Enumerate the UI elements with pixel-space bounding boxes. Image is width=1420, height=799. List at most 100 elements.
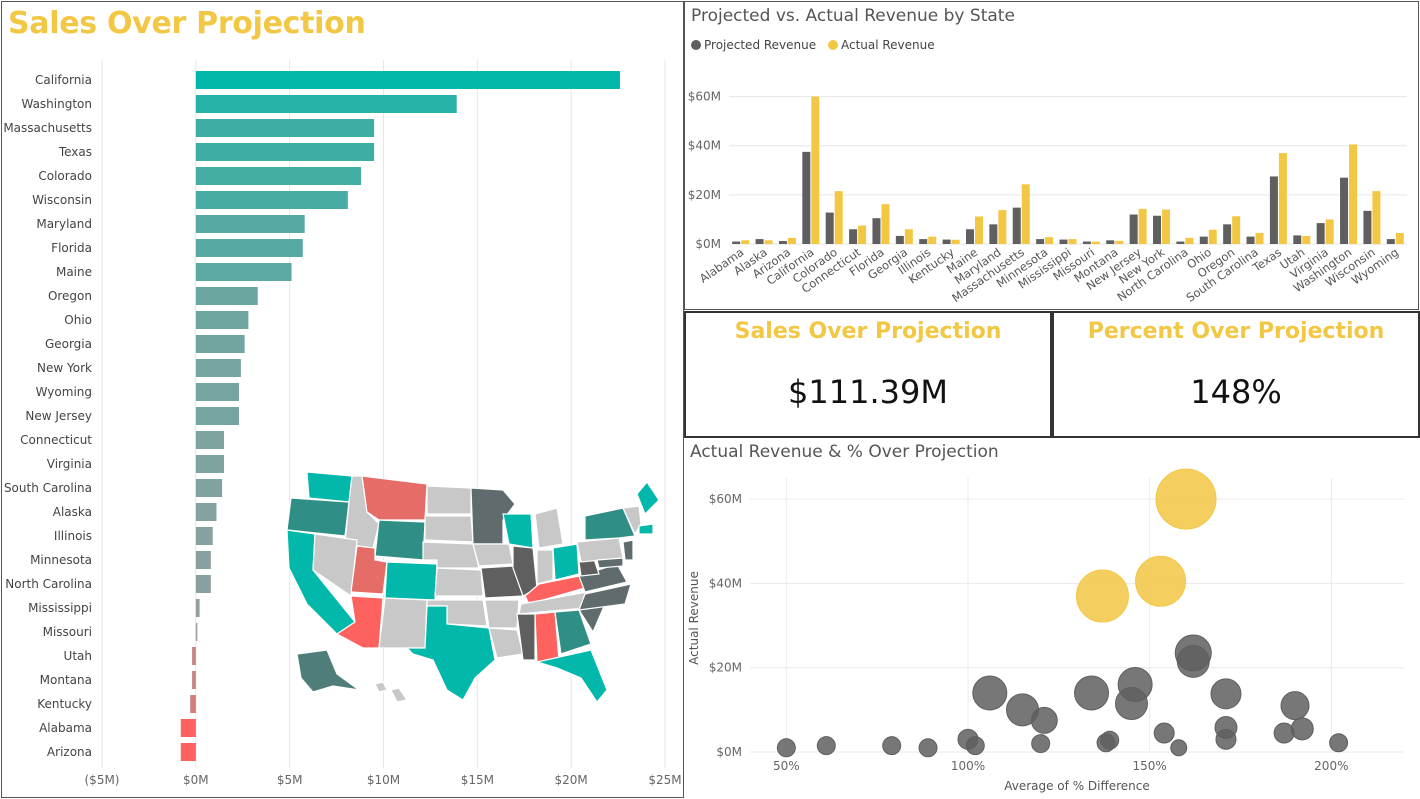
x-tick-label: ($5M): [85, 773, 120, 787]
actual-bar: [881, 204, 890, 244]
bubble: [1290, 717, 1314, 741]
y-category-label: Washington: [21, 97, 92, 111]
main-title: Sales Over Projection: [8, 6, 366, 41]
projected-bar: [1059, 239, 1068, 244]
bar: [192, 671, 196, 689]
legend-item-projected[interactable]: Projected Revenue: [691, 38, 816, 52]
card-value: $111.39M: [788, 373, 948, 411]
y-category-label: Florida: [51, 241, 92, 255]
bar: [180, 719, 196, 737]
bar: [195, 383, 239, 401]
projected-bar: [732, 241, 741, 244]
card-title: Sales Over Projection: [734, 319, 1002, 344]
bubble: [882, 736, 902, 756]
scatter-chart-title: Actual Revenue & % Over Projection: [690, 442, 999, 462]
bubble: [1155, 468, 1217, 530]
bubble: [1329, 733, 1349, 753]
x-axis-label: Average of % Difference: [1004, 779, 1150, 793]
bubble: [1096, 733, 1116, 753]
actual-bar: [741, 240, 750, 244]
y-tick-label: $0M: [716, 745, 742, 759]
projected-bar: [1316, 223, 1325, 244]
y-category-label: Montana: [40, 673, 92, 687]
actual-bar: [904, 229, 913, 244]
projected-bar: [872, 218, 881, 244]
y-category-label: Wisconsin: [32, 193, 92, 207]
y-category-label: Oregon: [48, 289, 92, 303]
actual-bar: [787, 237, 796, 244]
actual-bar: [1302, 235, 1311, 244]
projected-bar: [1176, 241, 1185, 244]
projected-bar: [989, 224, 998, 244]
card-title: Percent Over Projection: [1087, 319, 1385, 344]
legend-dot-icon: [691, 40, 701, 50]
actual-bar: [1325, 219, 1334, 244]
bubble: [1210, 678, 1242, 710]
projected-bar: [1293, 235, 1302, 244]
bar: [195, 527, 213, 545]
bar: [190, 695, 196, 713]
bubble: [1215, 728, 1237, 750]
projected-bar: [942, 239, 951, 244]
y-category-label: Colorado: [38, 169, 92, 183]
projected-bar: [825, 212, 834, 244]
bar: [195, 359, 241, 377]
bar: [195, 239, 303, 257]
y-category-label: Illinois: [54, 529, 92, 543]
bubble: [965, 736, 985, 756]
actual-bar: [998, 210, 1007, 244]
bubble: [1135, 555, 1187, 607]
bar: [195, 431, 224, 449]
projected-bar: [1223, 224, 1232, 244]
projected-bar: [1153, 215, 1162, 244]
y-category-label: Arizona: [47, 745, 92, 759]
projected-bar: [778, 241, 787, 244]
scatter-panel: Actual Revenue & % Over Projection 50% 10…: [684, 438, 1420, 799]
projected-bar: [1363, 210, 1372, 244]
bubble: [918, 738, 938, 758]
y-category-label: New Jersey: [25, 409, 92, 423]
bar: [195, 311, 249, 329]
bubble: [1074, 675, 1110, 711]
actual-bar: [928, 236, 937, 244]
projected-bar: [755, 239, 764, 244]
y-category-label: Virginia: [47, 457, 92, 471]
y-tick-label: $20M: [688, 188, 721, 202]
actual-bar: [1185, 237, 1194, 244]
bar: [195, 575, 211, 593]
actual-bar: [1045, 237, 1054, 244]
actual-bar: [811, 96, 820, 244]
bar: [195, 287, 258, 305]
x-tick-label: $15M: [461, 773, 494, 787]
y-category-label: Texas: [58, 145, 92, 159]
projected-bar: [802, 151, 811, 244]
bubble: [1273, 722, 1295, 744]
bubble: [1115, 687, 1148, 721]
bubble: [1153, 722, 1175, 744]
actual-bar: [834, 191, 843, 244]
bar: [195, 215, 305, 233]
legend-item-actual[interactable]: Actual Revenue: [827, 38, 935, 52]
bubble: [1170, 739, 1188, 757]
bar: [195, 95, 457, 113]
y-category-label: Alabama: [39, 721, 92, 735]
projected-vs-actual-panel: Projected vs. Actual Revenue by State Pr…: [684, 1, 1419, 310]
bar: [195, 191, 348, 209]
actual-bar: [974, 216, 983, 244]
column-chart-legend: Projected Revenue Actual Revenue: [691, 38, 943, 52]
actual-bar: [1115, 240, 1124, 244]
y-category-label: South Carolina: [4, 481, 92, 495]
y-tick-label: $40M: [709, 576, 742, 590]
sales-over-projection-panel: Sales Over Projection ($5M) $0M $5M $10M $15…: [1, 1, 684, 798]
projected-bar: [919, 239, 928, 244]
actual-bar: [1278, 153, 1287, 244]
y-axis-label: Actual Revenue: [687, 571, 701, 665]
actual-bar: [1372, 191, 1381, 244]
legend-label: Projected Revenue: [704, 38, 817, 52]
card-value: 148%: [1190, 373, 1282, 411]
y-category-label: Ohio: [64, 313, 92, 327]
x-tick-label: $10M: [367, 773, 400, 787]
bubble: [972, 675, 1008, 711]
projected-bar: [849, 229, 858, 244]
projected-vs-actual-column-chart: $0M$20M$40M$60MAlabamaAlaskaArizonaCalif…: [688, 90, 1407, 305]
